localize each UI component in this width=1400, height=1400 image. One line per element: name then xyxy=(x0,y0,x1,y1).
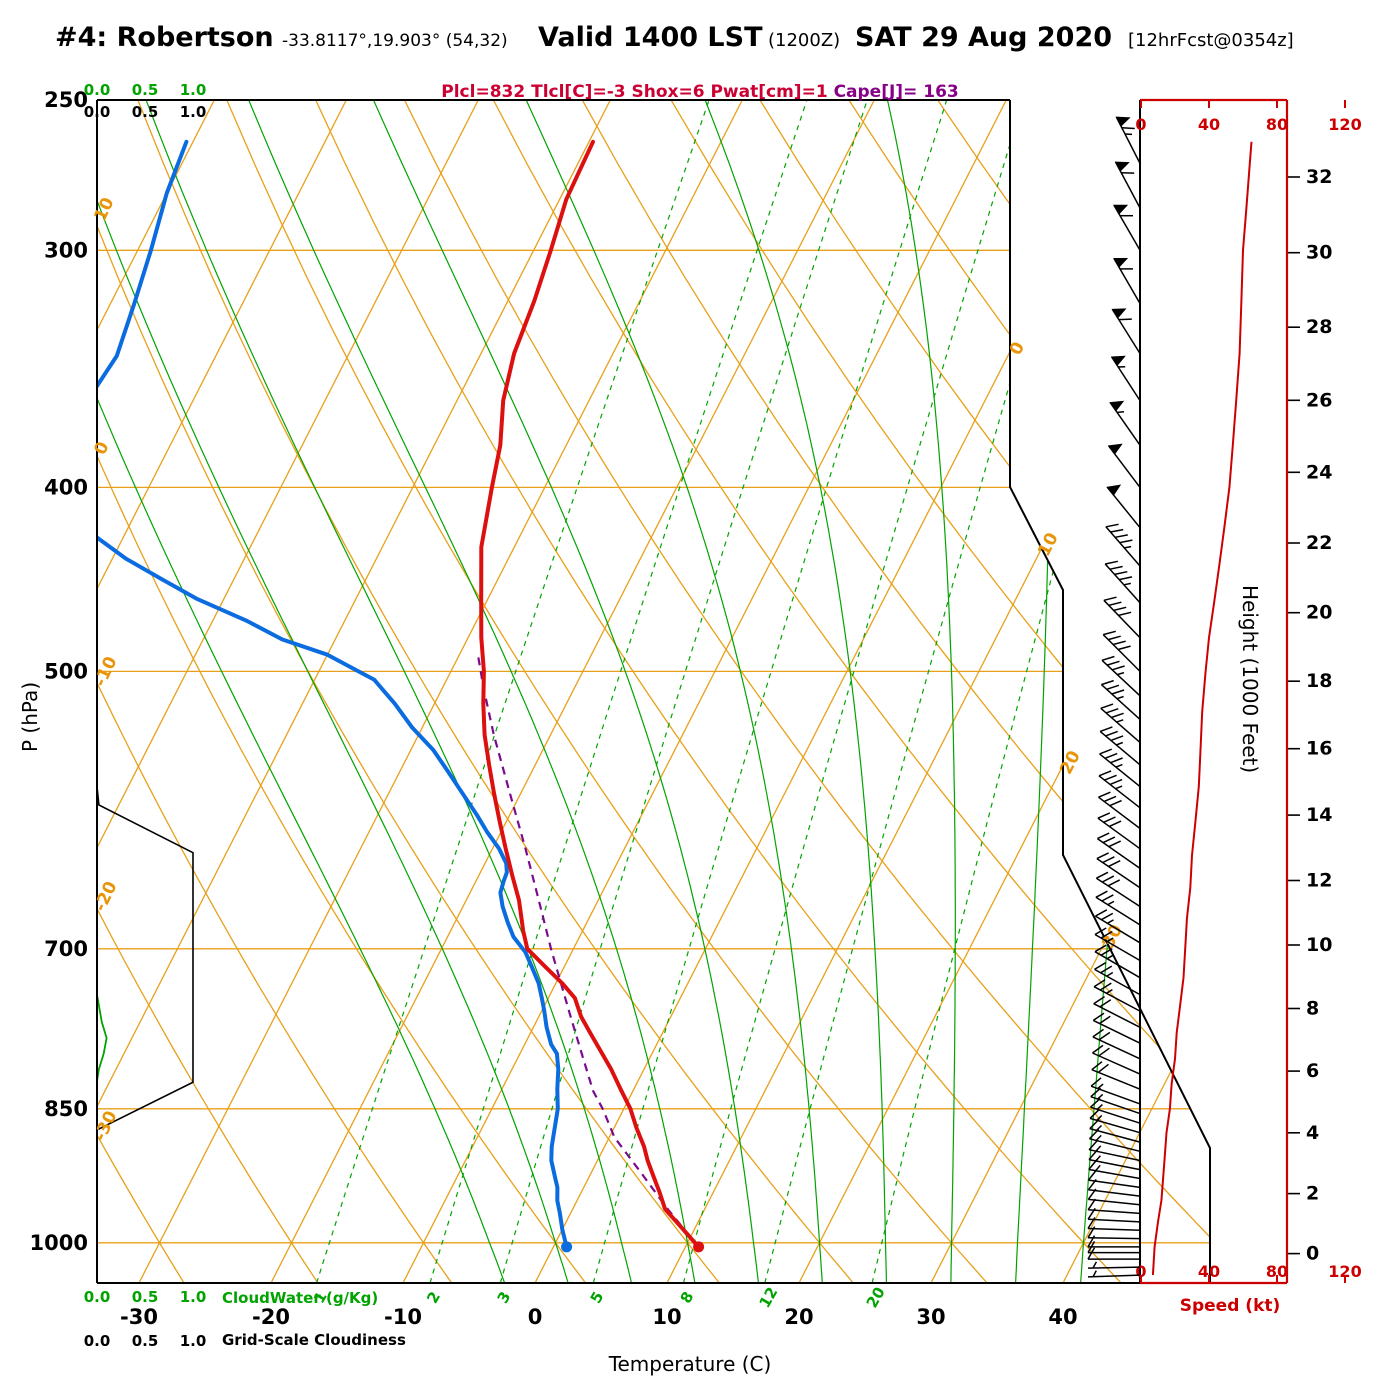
svg-text:0.5: 0.5 xyxy=(132,103,159,121)
indices-lcl-shox-pwat: Plcl=832 Tlcl[C]=-3 Shox=6 Pwat[cm]=1 xyxy=(441,82,834,102)
station-coords: -33.8117°,19.903° (54,32) xyxy=(282,31,508,51)
svg-text:20: 20 xyxy=(1056,748,1085,778)
svg-text:700: 700 xyxy=(44,937,88,961)
svg-text:20: 20 xyxy=(863,1284,889,1311)
height-axis-title: Height (1000 Feet) xyxy=(1238,585,1262,774)
cloudiness-axis-title: Grid-Scale Cloudiness xyxy=(222,1331,406,1349)
svg-text:30: 30 xyxy=(1306,242,1332,264)
svg-text:120: 120 xyxy=(1328,1262,1361,1281)
temperature-axis-title: Temperature (C) xyxy=(608,1352,772,1376)
svg-text:-10: -10 xyxy=(384,1305,422,1329)
svg-text:10: 10 xyxy=(652,1305,681,1329)
svg-text:500: 500 xyxy=(44,659,88,683)
svg-text:4: 4 xyxy=(1306,1122,1319,1144)
valid-date: SAT 29 Aug 2020 xyxy=(855,22,1113,53)
indices-line: Plcl=832 Tlcl[C]=-3 Shox=6 Pwat[cm]=1 Ca… xyxy=(440,82,960,102)
svg-text:-30: -30 xyxy=(90,1108,121,1144)
svg-text:40: 40 xyxy=(1198,1262,1220,1281)
svg-text:1.0: 1.0 xyxy=(180,1332,207,1350)
svg-text:0: 0 xyxy=(1135,115,1146,134)
forecast-tag: [12hrFcst@0354z] xyxy=(1128,30,1294,51)
svg-text:12: 12 xyxy=(1306,870,1332,892)
svg-text:2: 2 xyxy=(1306,1183,1319,1205)
svg-text:0.5: 0.5 xyxy=(132,1332,159,1350)
svg-text:0.5: 0.5 xyxy=(132,1288,159,1306)
svg-text:-20: -20 xyxy=(252,1305,290,1329)
svg-text:0: 0 xyxy=(528,1305,543,1329)
svg-text:-20: -20 xyxy=(90,878,121,914)
indices-cape: Cape[J]= 163 xyxy=(833,82,959,102)
svg-text:24: 24 xyxy=(1306,461,1332,483)
svg-text:1.0: 1.0 xyxy=(180,103,207,121)
svg-text:40: 40 xyxy=(1048,1305,1077,1329)
svg-text:12: 12 xyxy=(755,1284,781,1311)
svg-text:0: 0 xyxy=(1306,1243,1319,1265)
pressure-axis-title: P (hPa) xyxy=(18,681,42,752)
svg-text:300: 300 xyxy=(44,238,88,262)
svg-text:32: 32 xyxy=(1306,166,1332,188)
svg-text:0: 0 xyxy=(1135,1262,1146,1281)
svg-text:80: 80 xyxy=(1266,1262,1288,1281)
svg-text:0.5: 0.5 xyxy=(132,81,159,99)
speed-axis-title: Speed (kt) xyxy=(1179,1296,1281,1316)
svg-text:6: 6 xyxy=(1306,1060,1319,1082)
valid-time: Valid 1400 LST xyxy=(538,22,763,53)
valid-zulu: (1200Z) xyxy=(768,30,841,51)
svg-text:1000: 1000 xyxy=(30,1231,88,1255)
svg-text:14: 14 xyxy=(1306,804,1332,826)
station-title: #4: Robertson xyxy=(55,22,274,53)
cloudwater-axis-title: CloudWater (g/Kg) xyxy=(222,1289,379,1307)
svg-text:2: 2 xyxy=(423,1288,444,1306)
svg-text:0.0: 0.0 xyxy=(84,103,111,121)
svg-text:1.0: 1.0 xyxy=(180,81,207,99)
svg-text:22: 22 xyxy=(1306,532,1332,554)
svg-text:-10: -10 xyxy=(90,653,121,689)
svg-text:400: 400 xyxy=(44,475,88,499)
svg-text:850: 850 xyxy=(44,1097,88,1121)
svg-text:3: 3 xyxy=(494,1288,515,1306)
svg-text:250: 250 xyxy=(44,88,88,112)
svg-text:0.0: 0.0 xyxy=(84,81,111,99)
svg-text:10: 10 xyxy=(1306,934,1332,956)
svg-text:16: 16 xyxy=(1306,738,1332,760)
svg-text:18: 18 xyxy=(1306,670,1332,692)
svg-text:80: 80 xyxy=(1266,115,1288,134)
svg-text:5: 5 xyxy=(587,1288,608,1306)
svg-text:30: 30 xyxy=(916,1305,945,1329)
svg-text:0: 0 xyxy=(90,439,113,458)
svg-text:-30: -30 xyxy=(120,1305,158,1329)
svg-text:0.0: 0.0 xyxy=(84,1288,111,1306)
svg-text:20: 20 xyxy=(784,1305,813,1329)
svg-text:8: 8 xyxy=(1306,998,1319,1020)
svg-text:28: 28 xyxy=(1306,316,1332,338)
svg-text:1.0: 1.0 xyxy=(180,1288,207,1306)
svg-text:10: 10 xyxy=(90,194,118,224)
svg-text:0.0: 0.0 xyxy=(84,1332,111,1350)
svg-text:120: 120 xyxy=(1328,115,1361,134)
svg-text:8: 8 xyxy=(677,1288,698,1306)
svg-text:40: 40 xyxy=(1198,115,1220,134)
svg-text:20: 20 xyxy=(1306,602,1332,624)
svg-text:26: 26 xyxy=(1306,389,1332,411)
